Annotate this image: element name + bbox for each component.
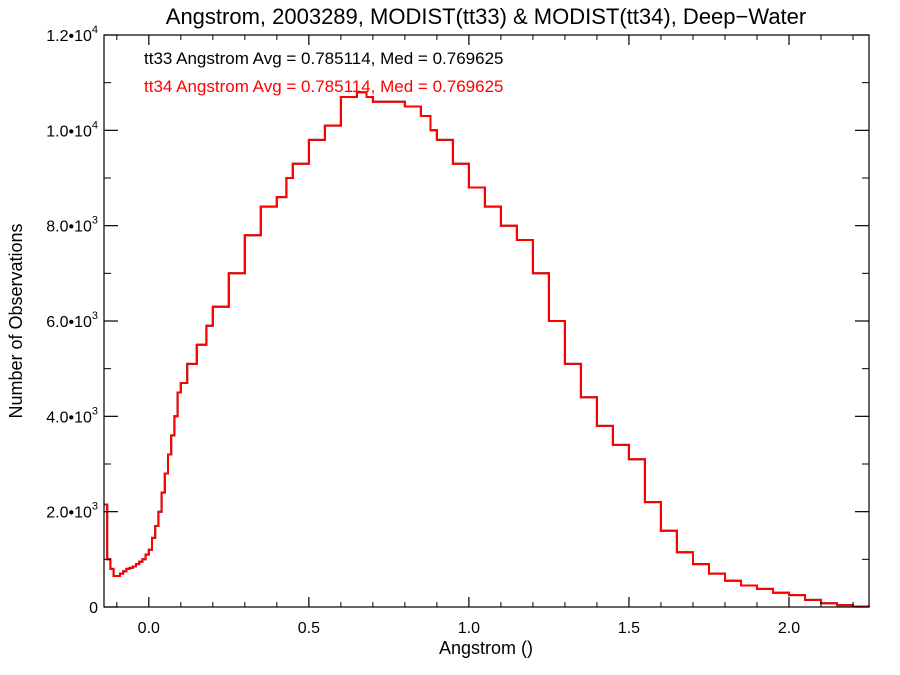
x-axis: 0.0 0.5 1.0 1.5 2.0 [116, 35, 854, 637]
y-tick-label: 6.0•103 [46, 310, 98, 331]
y-tick-label: 8.0•103 [46, 215, 98, 236]
y-axis-label: Number of Observations [6, 223, 26, 418]
y-axis: 0 2.0•103 4.0•103 6.0•103 8.0•103 1.0•104 1.2•… [46, 24, 869, 617]
y-tick-label: 0 [89, 600, 98, 617]
x-tick-label: 1.5 [618, 620, 640, 637]
series-layer [104, 91, 870, 608]
series-tt34-line [104, 91, 870, 608]
x-tick-label: 2.0 [778, 620, 800, 637]
y-tick-label: 1.0•104 [46, 119, 98, 140]
x-tick-label: 1.0 [458, 620, 480, 637]
annotation-tt34: tt34 Angstrom Avg = 0.785114, Med = 0.76… [144, 77, 503, 96]
y-tick-label: 2.0•103 [46, 501, 98, 522]
x-tick-label: 0.5 [298, 620, 320, 637]
y-tick-label: 4.0•103 [46, 405, 98, 426]
y-tick-label: 1.2•104 [46, 24, 98, 45]
x-tick-label: 0.0 [138, 620, 160, 637]
annotation-tt33: tt33 Angstrom Avg = 0.785114, Med = 0.76… [144, 49, 503, 68]
chart-title: Angstrom, 2003289, MODIST(tt33) & MODIST… [166, 4, 806, 29]
x-axis-label: Angstrom () [439, 638, 533, 658]
